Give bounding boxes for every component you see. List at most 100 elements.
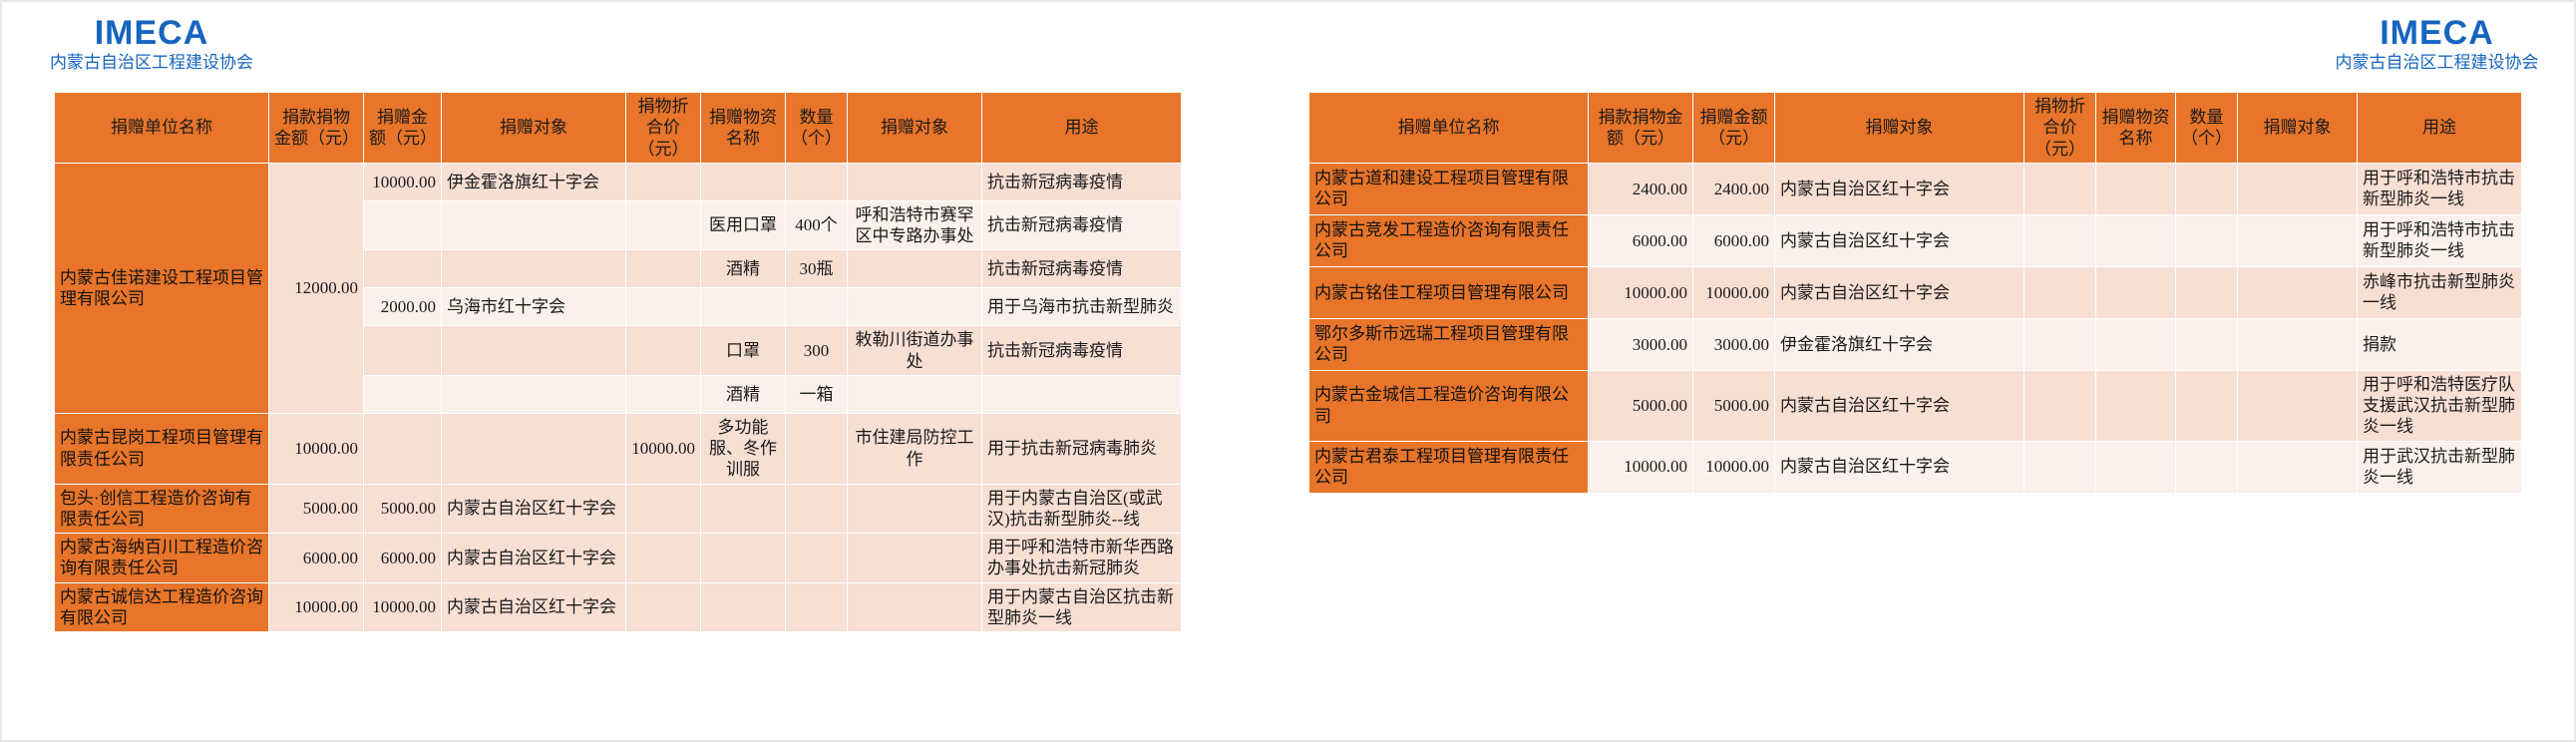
- donation-target: 内蒙古自治区红十字会: [441, 533, 626, 583]
- goods-target: [847, 374, 982, 414]
- goods-value: [625, 374, 701, 414]
- goods-value: [625, 287, 701, 327]
- goods-name: [700, 162, 786, 201]
- goods-target: [847, 249, 982, 289]
- donation-amount: 10000.00: [363, 581, 442, 632]
- donor-name: 鄂尔多斯市远瑞工程项目管理有限公司: [1308, 317, 1589, 371]
- donation-amount: 2400.00: [1692, 162, 1775, 215]
- donation-use: 赤峰市抗击新型肺炎一线: [2357, 265, 2522, 319]
- donor-name: 包头·创信工程造价咨询有限责任公司: [54, 483, 269, 534]
- donation-amount: 5000.00: [1692, 369, 1775, 442]
- left-table-body: 内蒙古佳诺建设工程项目管理有限公司 12000.00 10000.00 伊金霍洛旗红十…: [54, 162, 1182, 632]
- goods-name: [700, 483, 786, 534]
- donation-amount: 10000.00: [1692, 440, 1775, 494]
- donation-target: 伊金霍洛旗红十字会: [441, 162, 626, 201]
- goods-name: [2095, 369, 2176, 442]
- table-row: 2000.00 乌海市红十字会 用于乌海市抗击新型肺炎: [55, 287, 1182, 327]
- donation-total: 6000.00: [1588, 213, 1693, 267]
- donation-total: 3000.00: [1588, 317, 1693, 371]
- donor-name: 内蒙古道和建设工程项目管理有限公司: [1308, 162, 1589, 215]
- goods-target: [2237, 317, 2358, 371]
- donation-use: 用于呼和浩特市抗击新型肺炎一线: [2357, 162, 2522, 215]
- goods-value: [2024, 265, 2096, 319]
- table-row: 鄂尔多斯市远瑞工程项目管理有限公司 3000.00 3000.00 伊金霍洛旗红十字会…: [1308, 317, 2522, 371]
- donation-total: 2400.00: [1588, 162, 1693, 215]
- donation-total: 10000.00: [268, 581, 364, 632]
- goods-target: [847, 533, 982, 583]
- donation-amount: 6000.00: [1692, 213, 1775, 267]
- brand-title: IMECA: [2380, 14, 2494, 52]
- goods-value: [2024, 440, 2096, 494]
- goods-name: [2095, 317, 2176, 371]
- donation-use: 用于呼和浩特市抗击新型肺炎一线: [2357, 213, 2522, 267]
- donation-use: 抗击新冠病毒疫情: [981, 162, 1182, 201]
- goods-name: 医用口罩: [700, 199, 786, 251]
- column-header-0: 捐赠单位名称: [54, 92, 269, 164]
- donation-total: 12000.00: [268, 162, 364, 414]
- donor-name: 内蒙古君泰工程项目管理有限责任公司: [1308, 440, 1589, 494]
- column-header-5: 捐赠物资名称: [700, 92, 786, 164]
- donation-target: 乌海市红十字会: [441, 287, 626, 327]
- donation-use: [981, 374, 1182, 414]
- column-header-1: 捐款捐物金额（元）: [268, 92, 364, 164]
- right-table-header-row: 捐赠单位名称 捐款捐物金额（元） 捐赠金额（元） 捐赠对象 捐物折合价（元） 捐赠物资名称…: [1308, 92, 2522, 164]
- column-header-2: 捐赠金额（元）: [363, 92, 442, 164]
- brand-header-left: IMECA 内蒙古自治区工程建设协会: [2, 2, 1298, 72]
- donation-target: 内蒙古自治区红十字会: [1774, 265, 2024, 319]
- donation-total: 10000.00: [268, 412, 364, 485]
- goods-name: [2095, 440, 2176, 494]
- left-table-wrapper: 捐赠单位名称 捐款捐物金额（元） 捐赠金额（元） 捐赠对象 捐物折合价（元） 捐赠物资名称…: [54, 92, 1182, 632]
- donation-target: 伊金霍洛旗红十字会: [1774, 317, 2024, 371]
- donation-target: 内蒙古自治区红十字会: [1774, 213, 2024, 267]
- brand-subtitle: 内蒙古自治区工程建设协会: [2335, 52, 2539, 72]
- donation-use: 用于呼和浩特医疗队支援武汉抗击新型肺炎一线: [2357, 369, 2522, 442]
- donation-use: 用于乌海市抗击新型肺炎: [981, 287, 1182, 327]
- goods-name: [700, 287, 786, 327]
- goods-name: 酒精: [700, 374, 786, 414]
- goods-target: [847, 287, 982, 327]
- donation-use: 抗击新冠病毒疫情: [981, 199, 1182, 251]
- donation-total: 10000.00: [1588, 265, 1693, 319]
- goods-qty: [785, 287, 848, 327]
- table-row: 包头·创信工程造价咨询有限责任公司 5000.00 5000.00 内蒙古自治区红十字…: [54, 483, 1182, 534]
- column-header-8: 用途: [981, 92, 1182, 164]
- donor-name: 内蒙古金城信工程造价咨询有限公司: [1308, 369, 1589, 442]
- goods-target: [2237, 440, 2358, 494]
- donation-target: 内蒙古自治区红十字会: [441, 581, 626, 632]
- donation-target: [441, 374, 626, 414]
- goods-target: [847, 581, 982, 632]
- column-header-6: 数量（个）: [785, 92, 848, 164]
- donor-name: 内蒙古佳诺建设工程项目管理有限公司: [54, 162, 269, 414]
- goods-qty: 300: [785, 325, 848, 376]
- goods-value: 10000.00: [625, 412, 701, 485]
- goods-qty: 一箱: [785, 374, 848, 414]
- goods-name: [700, 533, 786, 583]
- donation-use: 用于内蒙古自治区(或武汉)抗击新型肺炎--线: [981, 483, 1182, 534]
- goods-qty: [2175, 213, 2238, 267]
- donation-target: 内蒙古自治区红十字会: [1774, 162, 2024, 215]
- goods-name: [2095, 213, 2176, 267]
- donor-name: 内蒙古竞发工程造价咨询有限责任公司: [1308, 213, 1589, 267]
- goods-qty: [785, 162, 848, 201]
- column-header-2: 捐赠金额（元）: [1692, 92, 1775, 164]
- table-row: 酒精 一箱: [55, 374, 1182, 414]
- table-row: 内蒙古佳诺建设工程项目管理有限公司 12000.00 10000.00 伊金霍洛旗红十…: [54, 162, 1182, 414]
- column-header-6: 数量（个）: [2175, 92, 2238, 164]
- goods-target: 呼和浩特市赛罕区中专路办事处: [847, 199, 982, 251]
- donation-total: 5000.00: [1588, 369, 1693, 442]
- donation-amount: [363, 412, 442, 485]
- goods-qty: [2175, 317, 2238, 371]
- goods-value: [625, 199, 701, 251]
- donation-target: [441, 412, 626, 485]
- donation-use: 用于武汉抗击新型肺炎一线: [2357, 440, 2522, 494]
- donor-name: 内蒙古诚信达工程造价咨询有限公司: [54, 581, 269, 632]
- goods-qty: 400个: [785, 199, 848, 251]
- table-row: 内蒙古君泰工程项目管理有限责任公司 10000.00 10000.00 内蒙古自治区红…: [1308, 440, 2522, 494]
- goods-target: [2237, 162, 2358, 215]
- left-table-header-row: 捐赠单位名称 捐款捐物金额（元） 捐赠金额（元） 捐赠对象 捐物折合价（元） 捐赠物资名称…: [54, 92, 1182, 164]
- table-row: 内蒙古金城信工程造价咨询有限公司 5000.00 5000.00 内蒙古自治区红十字会…: [1308, 369, 2522, 442]
- donation-use: 抗击新冠病毒疫情: [981, 249, 1182, 289]
- column-header-4: 捐物折合价（元）: [2024, 92, 2096, 164]
- goods-value: [625, 533, 701, 583]
